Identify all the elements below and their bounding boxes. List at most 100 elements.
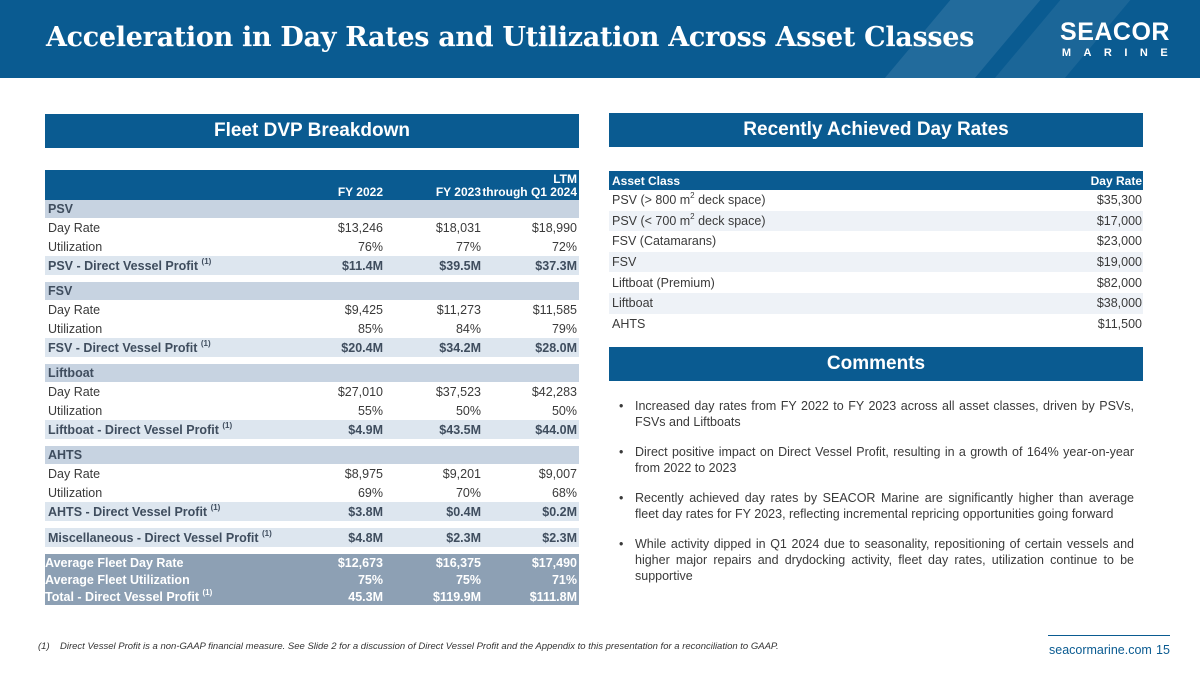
comments-heading: Comments xyxy=(609,347,1143,381)
table-cell: $12,673 xyxy=(337,555,383,570)
utilization-row: Utilization 55% 50% 50% xyxy=(45,401,579,420)
table-cell: $37.3M xyxy=(535,258,577,273)
comment-text: Recently achieved day rates by SEACOR Ma… xyxy=(635,491,1134,521)
section-title: AHTS xyxy=(48,448,83,462)
utilization-row: Utilization 76% 77% 72% xyxy=(45,237,579,256)
day-rate-row: Day Rate $9,425 $11,273 $11,585 xyxy=(45,300,579,319)
table-cell: 84% xyxy=(455,321,481,336)
asset-class-text: Liftboat xyxy=(612,296,654,311)
table-cell: 50% xyxy=(551,403,577,418)
footnote: (1) Direct Vessel Profit is a non-GAAP fi… xyxy=(38,641,779,652)
bullet-icon: • xyxy=(619,399,624,413)
table-cell: 77% xyxy=(455,239,481,254)
asset-class-cell: AHTS xyxy=(609,317,1098,331)
table-cell: $3.8M xyxy=(348,504,383,519)
table-cell: 71% xyxy=(551,572,577,587)
asset-class-text: deck space) xyxy=(694,213,766,228)
table-cell: $11,585 xyxy=(532,302,577,317)
asset-class-text: deck space) xyxy=(694,193,766,208)
day-rate-cell: $23,000 xyxy=(1096,234,1142,249)
table-cell: 76% xyxy=(357,239,383,254)
footnote-number: (1) xyxy=(38,641,50,652)
header-cell-fy2023: FY 2023 xyxy=(435,185,481,199)
table-cell: 70% xyxy=(455,485,481,500)
header-ltm-line2: through Q1 2024 xyxy=(482,185,577,199)
table-cell: $37,523 xyxy=(435,384,481,399)
table-cell: $9,201 xyxy=(442,466,481,481)
total-row-dvp: Total - Direct Vessel Profit (1) 45.3M $… xyxy=(45,588,579,605)
table-cell: Day Rate xyxy=(48,384,101,399)
dvp-row: FSV - Direct Vessel Profit (1) $20.4M $34.… xyxy=(45,338,579,357)
table-row: FSV $19,000 xyxy=(609,251,1143,273)
table-cell: 45.3M xyxy=(348,589,383,604)
table-cell: $4.8M xyxy=(348,530,383,545)
asset-class-cell: FSV (Catamarans) xyxy=(609,234,1097,248)
table-cell: Utilization xyxy=(48,403,103,418)
table-row: PSV (< 700 m2 deck space) $17,000 xyxy=(609,210,1143,232)
table-cell: 50% xyxy=(455,403,481,418)
utilization-row: Utilization 85% 84% 79% xyxy=(45,319,579,338)
spacer xyxy=(45,357,579,364)
asset-class-text: PSV (< 700 m xyxy=(612,213,691,228)
table-cell: Utilization xyxy=(48,239,103,254)
section-header-row: PSV xyxy=(45,200,579,218)
section-title: PSV xyxy=(48,202,74,216)
day-rate-cell: $35,300 xyxy=(1096,193,1142,208)
spacer xyxy=(45,439,579,446)
day-rate-row: Day Rate $13,246 $18,031 $18,990 xyxy=(45,218,579,237)
table-row: Liftboat (Premium) $82,000 xyxy=(609,272,1143,293)
header-cell-asset-class: Asset Class xyxy=(612,173,681,188)
asset-class-text: FSV xyxy=(612,255,637,270)
comments-list: • Increased day rates from FY 2022 to FY … xyxy=(619,398,1134,598)
table-cell: PSV - Direct Vessel Profit (1) xyxy=(45,257,285,273)
comment-item: • While activity dipped in Q1 2024 due to… xyxy=(619,536,1134,584)
day-rate-cell: $38,000 xyxy=(1096,296,1142,311)
asset-class-cell: PSV (< 700 m2 deck space) xyxy=(609,211,1097,228)
day-rate-cell: $11,500 xyxy=(1097,316,1142,331)
table-cell: $34.2M xyxy=(439,340,481,355)
section-header-row: AHTS xyxy=(45,446,579,464)
table-cell: $17,490 xyxy=(531,555,577,570)
table-cell: 69% xyxy=(357,485,383,500)
footnote-marker: (1) xyxy=(261,528,272,538)
comment-text: Direct positive impact on Direct Vessel … xyxy=(635,445,1134,475)
table-cell: $9,425 xyxy=(344,302,383,317)
superscript: 2 xyxy=(690,191,695,201)
table-cell: 72% xyxy=(551,239,577,254)
footnote-marker: (1) xyxy=(222,420,233,430)
dvp-sections: PSV Day Rate $13,246 $18,031 $18,990 Utilizat… xyxy=(45,200,579,521)
table-row: PSV (> 800 m2 deck space) $35,300 xyxy=(609,190,1143,211)
table-cell: 85% xyxy=(357,321,383,336)
footnote-marker: (1) xyxy=(200,338,211,348)
table-cell: $8,975 xyxy=(344,466,383,481)
dvp-label: AHTS - Direct Vessel Profit xyxy=(48,504,208,519)
dvp-row: Liftboat - Direct Vessel Profit (1) $4.9M… xyxy=(45,420,579,439)
day-rate-row: Day Rate $27,010 $37,523 $42,283 xyxy=(45,382,579,401)
day-rates-table: Asset Class Day Rate PSV (> 800 m2 deck … xyxy=(609,171,1143,334)
table-cell: $119.9M xyxy=(433,589,481,604)
day-rate-cell: $19,000 xyxy=(1096,255,1142,270)
superscript: 2 xyxy=(690,211,695,221)
table-cell: Miscellaneous - Direct Vessel Profit (1) xyxy=(45,528,285,545)
section-header-row: FSV xyxy=(45,282,579,300)
table-header-row: FY 2022 FY 2023 LTM through Q1 2024 xyxy=(45,170,579,200)
table-cell: Total - Direct Vessel Profit (1) xyxy=(45,588,285,604)
asset-class-cell: PSV (> 800 m2 deck space) xyxy=(609,191,1097,208)
table-row: Liftboat $38,000 xyxy=(609,292,1143,314)
dvp-label: FSV - Direct Vessel Profit xyxy=(48,340,198,355)
table-cell: $13,246 xyxy=(337,220,383,235)
website-link[interactable]: seacormarine.com xyxy=(1049,643,1152,657)
table-cell: $11.4M xyxy=(341,258,383,273)
asset-class-text: FSV (Catamarans) xyxy=(612,234,717,249)
table-cell: Average Fleet Utilization xyxy=(45,572,190,587)
spacer xyxy=(45,547,579,554)
table-cell: $43.5M xyxy=(439,422,481,437)
comment-item: • Recently achieved day rates by SEACOR M… xyxy=(619,490,1134,522)
table-cell: FSV - Direct Vessel Profit (1) xyxy=(45,338,285,355)
misc-dvp-row: Miscellaneous - Direct Vessel Profit (1)… xyxy=(45,528,579,547)
dvp-row: AHTS - Direct Vessel Profit (1) $3.8M $0.4… xyxy=(45,502,579,521)
comment-text: While activity dipped in Q1 2024 due to … xyxy=(635,537,1134,583)
table-cell: 55% xyxy=(357,403,383,418)
table-cell: $42,283 xyxy=(531,384,577,399)
footer-divider xyxy=(1048,635,1170,636)
